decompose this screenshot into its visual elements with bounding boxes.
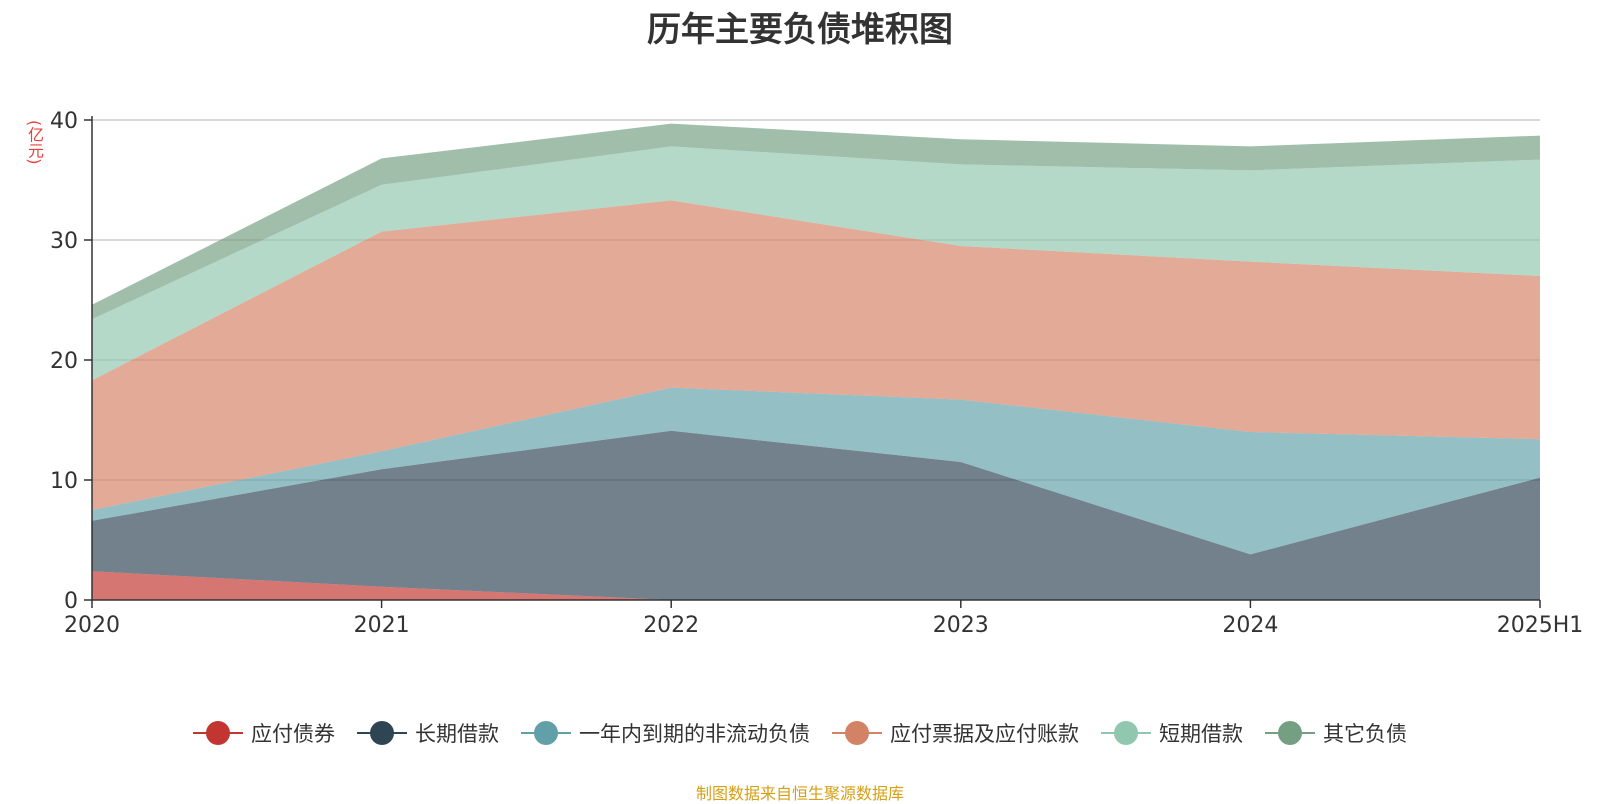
legend-item-6[interactable]: 其它负债: [1265, 718, 1407, 748]
area-series-1: [92, 571, 1540, 600]
legend-item-5[interactable]: 短期借款: [1101, 718, 1243, 748]
area-series-2: [92, 430, 1540, 600]
y-tick-label: 20: [50, 349, 78, 374]
legend-item-1[interactable]: 应付债券: [193, 718, 335, 748]
legend-item-3[interactable]: 一年内到期的非流动负债: [521, 718, 810, 748]
legend-label: 一年内到期的非流动负债: [579, 722, 810, 746]
area-series-6: [92, 123, 1540, 320]
y-tick-label: 30: [50, 229, 78, 254]
y-tick-label: 0: [64, 589, 78, 614]
legend-marker-icon: [193, 721, 243, 745]
x-tick-label: 2020: [64, 613, 120, 638]
legend-label: 应付票据及应付账款: [890, 722, 1079, 746]
x-tick-label: 2021: [354, 613, 410, 638]
legend-label: 其它负债: [1323, 722, 1407, 746]
area-series-4: [92, 200, 1540, 510]
legend-marker-icon: [1101, 721, 1151, 745]
legend-label: 应付债券: [251, 722, 335, 746]
area-series-5: [92, 146, 1540, 381]
y-axis-unit-label: (亿元): [25, 120, 44, 165]
y-tick-label: 10: [50, 469, 78, 494]
legend-marker-icon: [832, 721, 882, 745]
legend-item-2[interactable]: 长期借款: [357, 718, 499, 748]
x-tick-label: 2025H1: [1497, 613, 1584, 638]
x-tick-label: 2023: [933, 613, 989, 638]
y-tick-label: 40: [50, 109, 78, 134]
legend-marker-icon: [521, 721, 571, 745]
legend-item-4[interactable]: 应付票据及应付账款: [832, 718, 1079, 748]
legend-label: 长期借款: [415, 722, 499, 746]
legend-marker-icon: [357, 721, 407, 745]
area-series-3: [92, 387, 1540, 555]
data-source-note: 制图数据来自恒生聚源数据库: [695, 784, 904, 803]
legend-label: 短期借款: [1159, 722, 1243, 746]
x-tick-label: 2022: [643, 613, 699, 638]
x-tick-label: 2024: [1222, 613, 1278, 638]
chart-title: 历年主要负债堆积图: [647, 10, 953, 50]
legend: 应付债券 长期借款 一年内到期的非流动负债 应付票据及应付账款 短期借款 其它负债: [0, 718, 1600, 748]
legend-marker-icon: [1265, 721, 1315, 745]
